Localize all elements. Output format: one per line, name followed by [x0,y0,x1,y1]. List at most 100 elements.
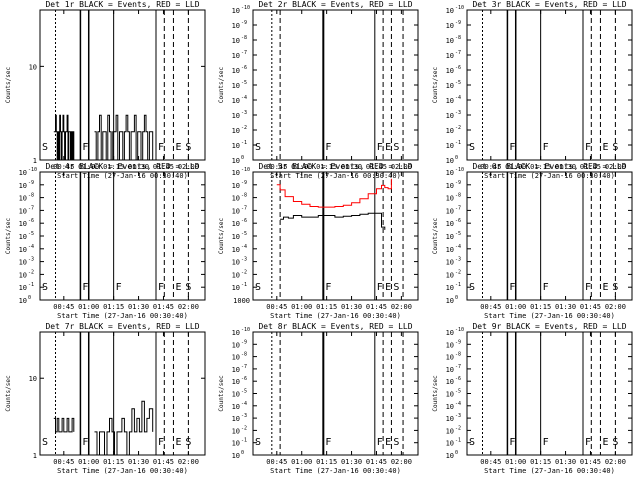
y-tick-exponent: -10 [28,167,37,173]
y-axis-label: Counts/sec [432,375,439,412]
y-tick-label: 10 [446,271,454,279]
x-tick-label: 02:00 [178,303,199,311]
x-tick-label: 01:45 [580,458,601,466]
y-tick-exponent: -3 [28,257,34,263]
data-series-line [280,212,386,230]
x-axis-label: Start Time (27-Jan-16 00:30:40) [484,172,615,180]
y-tick-exponent: -9 [241,20,247,26]
y-tick-label: 10 [446,112,454,120]
flag-label: S [612,282,618,293]
x-tick-label: 02:00 [391,163,412,171]
y-tick-label: 10 [446,341,454,349]
y-tick-label: 10 [446,52,454,60]
y-tick-exponent: -4 [455,95,461,101]
flag-label: F [509,437,515,448]
flag-label: E [602,282,608,293]
flag-label: F [543,282,549,293]
flag-label: S [255,282,261,293]
x-tick-label: 01:15 [530,303,551,311]
y-tick-label: 10 [232,97,240,105]
plot-frame [252,9,419,161]
y-tick-exponent: -3 [455,110,461,116]
x-tick-label: 01:15 [103,163,124,171]
x-axis-label: Start Time (27-Jan-16 00:30:40) [270,172,401,180]
flag-label: F [116,282,122,293]
plot-frame [466,9,633,161]
data-series-line [276,178,392,208]
x-tick-label: 01:00 [505,458,526,466]
y-tick-label: 10 [446,7,454,15]
y-tick-label: 10 [232,415,240,423]
y-axis-label: Counts/sec [218,375,225,412]
y-tick-label: 10 [446,366,454,374]
panel-title: Det 1r BLACK = Events, RED = LLD [45,0,199,9]
y-tick-exponent: 0 [455,450,458,456]
flag-label: F [82,437,88,448]
y-tick-exponent: -10 [241,327,250,333]
y-tick-exponent: -4 [241,401,247,407]
y-tick-exponent: -10 [455,5,464,11]
y-tick-label: 10 [446,37,454,45]
x-tick-label: 01:00 [78,163,99,171]
y-tick-exponent: -5 [28,231,34,237]
y-tick-exponent: -4 [455,401,461,407]
x-tick-label: 00:45 [266,458,287,466]
flag-label: E [175,142,181,153]
y-tick-label: 10 [232,169,240,177]
x-tick-label: 02:00 [605,303,626,311]
x-tick-label: 02:00 [178,163,199,171]
y-axis-label: Counts/sec [5,218,12,255]
y-tick-label: 10 [232,182,240,190]
x-axis-label: Start Time (27-Jan-16 00:30:40) [484,467,615,475]
y-tick-label: 10 [446,427,454,435]
y-tick-exponent: -4 [241,95,247,101]
y-tick-label: 10 [232,37,240,45]
plot-frame [39,331,206,456]
y-tick-exponent: -8 [455,35,461,41]
flag-label: F [325,142,331,153]
y-tick-exponent: -5 [241,80,247,86]
flag-label: S [185,142,191,153]
y-tick-label: 10 [19,284,27,292]
data-series-line [53,417,75,433]
panel-title: Det 8r BLACK = Events, RED = LLD [258,322,412,331]
x-tick-label: 01:45 [153,458,174,466]
y-tick-exponent: -8 [28,193,34,199]
y-tick-exponent: -5 [241,389,247,395]
y-tick-exponent: -1 [455,438,461,444]
x-tick-label: 02:00 [391,303,412,311]
y-tick-exponent: -1 [241,438,247,444]
y-tick-label: 10 [232,233,240,241]
flag-label: E [385,142,391,153]
y-tick-label: 10 [446,378,454,386]
x-tick-label: 00:45 [53,458,74,466]
y-tick-exponent: -8 [241,352,247,358]
y-tick-label: 10 [232,354,240,362]
y-tick-label: 1 [33,157,37,165]
y-tick-label: 10 [446,207,454,215]
x-tick-label: 01:30 [555,303,576,311]
x-tick-label: 02:00 [605,163,626,171]
y-tick-label: 10 [232,220,240,228]
x-tick-label: 00:45 [480,303,501,311]
y-tick-exponent: -5 [455,389,461,395]
y-tick-exponent: 0 [241,450,244,456]
x-tick-label: 01:00 [78,303,99,311]
x-tick-label: 01:15 [103,303,124,311]
y-tick-label: 10 [446,452,454,460]
y-tick-label: 1000 [233,297,250,305]
y-tick-label: 10 [232,259,240,267]
panel-title: Det 3r BLACK = Events, RED = LLD [472,0,626,9]
flag-label: E [175,437,181,448]
panel-title: Det 5r BLACK = Events, RED = LLD [258,162,412,171]
flag-label: E [385,282,391,293]
y-tick-exponent: -3 [455,413,461,419]
y-axis-label: Counts/sec [432,218,439,255]
plot-frame [466,171,633,301]
y-tick-label: 10 [446,297,454,305]
y-tick-label: 10 [19,271,27,279]
